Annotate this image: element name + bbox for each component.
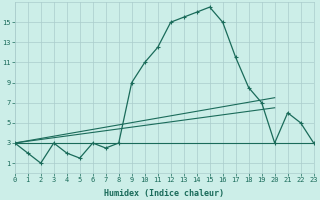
X-axis label: Humidex (Indice chaleur): Humidex (Indice chaleur) <box>104 189 224 198</box>
